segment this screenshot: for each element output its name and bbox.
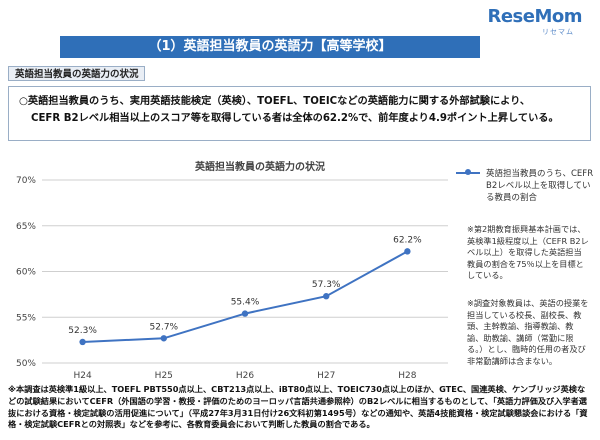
y-tick-label: 60% xyxy=(16,268,36,278)
y-axis-ticks: 50% 55% 60% 65% 70% xyxy=(16,176,36,369)
chart-title: 英語担当教員の英語力の状況 xyxy=(195,162,325,173)
data-label: 52.7% xyxy=(150,322,179,332)
data-point xyxy=(241,310,249,317)
chart-series xyxy=(79,248,411,346)
summary-line-1: ○英語担当教員のうち、実用英語技能検定（英検）、TOEFL、TOEICなどの英語… xyxy=(19,96,531,107)
footnote: ※本調査は英検準1級以上、TOEFL PBT550点以上、CBT213点以上、i… xyxy=(8,384,588,430)
x-tick-label: H25 xyxy=(155,371,173,381)
x-tick-label: H28 xyxy=(398,371,416,381)
chart-legend: 英語担当教員のうち、CEFR B2レベル以上を取得している教員の割合 xyxy=(456,168,596,204)
data-point xyxy=(79,338,86,346)
x-tick-label: H26 xyxy=(236,371,254,381)
data-labels: 52.3% 52.7% 55.4% 57.3% 62.2% xyxy=(68,235,422,336)
x-tick-label: H24 xyxy=(73,371,91,381)
summary-line-2: CEFR B2レベル相当以上のスコア等を取得している者は全体の62.2%で、前年… xyxy=(31,113,559,124)
y-tick-label: 50% xyxy=(16,359,36,369)
side-note-scope: ※調査対象教員は、英語の授業を担当している校長、副校長、教頭、主幹教諭、指導教諭… xyxy=(467,298,589,366)
y-tick-label: 55% xyxy=(16,313,36,323)
data-label: 55.4% xyxy=(231,298,260,308)
data-point xyxy=(323,293,330,300)
data-label: 57.3% xyxy=(312,280,341,290)
legend-label: 英語担当教員のうち、CEFR B2レベル以上を取得している教員の割合 xyxy=(486,169,594,203)
data-label: 52.3% xyxy=(68,326,97,336)
x-tick-label: H27 xyxy=(317,371,335,381)
chart-grid xyxy=(42,179,448,364)
resemom-logo-subtext: リセマム xyxy=(542,28,574,36)
side-note-target: ※第2期教育振興基本計画では、英検準1級程度以上（CEFR B2レベル以上）を取… xyxy=(467,224,589,280)
x-axis-ticks: H24 H25 H26 H27 H28 xyxy=(73,371,416,381)
data-point xyxy=(160,335,167,342)
page-title: （1）英語担当教員の英語力【高等学校】 xyxy=(60,36,480,58)
legend-marker-swatch xyxy=(465,169,471,175)
y-tick-label: 65% xyxy=(16,222,36,232)
resemom-logo: ReseMom xyxy=(487,6,582,27)
data-label: 62.2% xyxy=(393,235,422,245)
y-tick-label: 70% xyxy=(16,176,36,186)
summary-box: ○英語担当教員のうち、実用英語技能検定（英検）、TOEFL、TOEICなどの英語… xyxy=(8,86,591,141)
data-point xyxy=(404,248,411,255)
section-tag: 英語担当教員の英語力の状況 xyxy=(8,66,145,81)
